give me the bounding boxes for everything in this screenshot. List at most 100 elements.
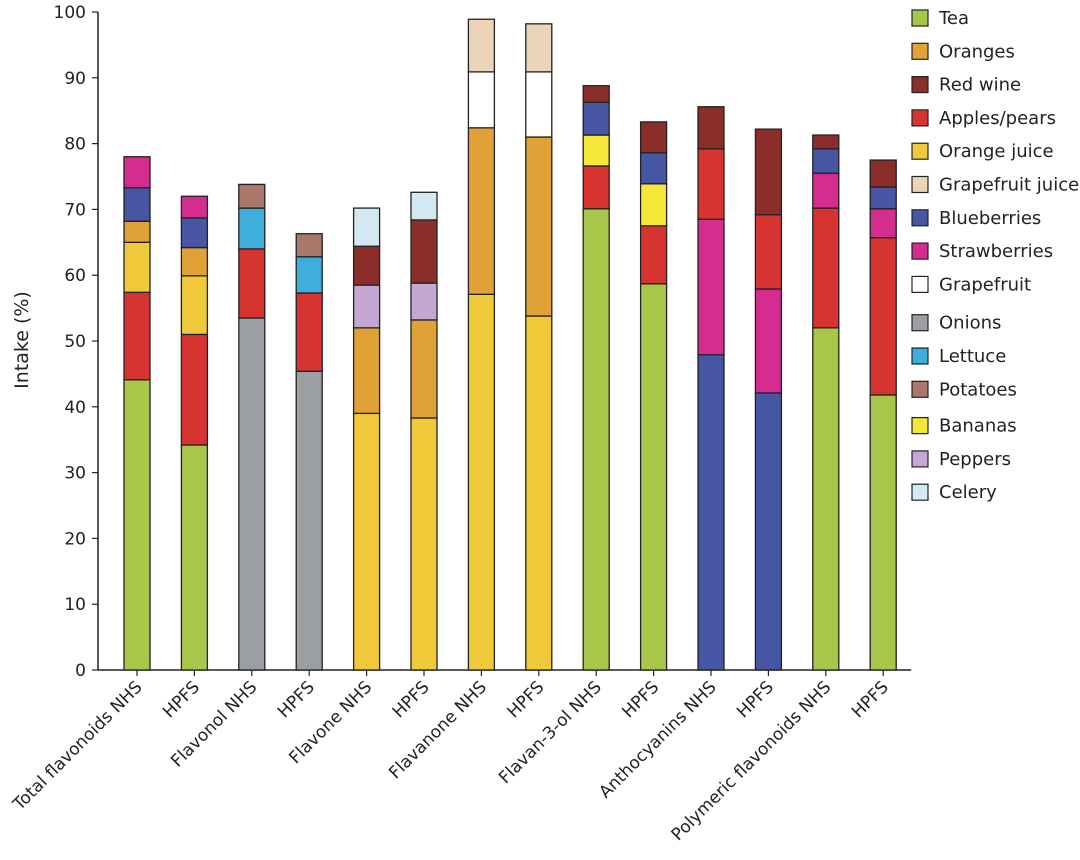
bar-segment-blueberries [869, 186, 897, 210]
y-tick-label: 0 [75, 661, 86, 681]
y-tick-label: 70 [64, 200, 86, 220]
bar-segment-apples-pears [812, 207, 840, 329]
bar-segment-red-wine [869, 159, 897, 188]
bar-segment-apples-pears [123, 291, 151, 381]
bar-segment-red-wine [582, 85, 610, 103]
bar-segment-tea [180, 444, 209, 671]
bar-segment-strawberries [123, 156, 151, 189]
legend-label: Lettuce [939, 346, 1006, 367]
y-tick-label: 90 [64, 69, 86, 89]
bar-segment-potatoes [295, 233, 323, 258]
bar-segment-strawberries [697, 218, 725, 356]
bar-segment-orange-juice [123, 241, 151, 293]
bar-segment-strawberries [869, 208, 897, 239]
legend-swatch [911, 42, 929, 60]
x-tick-label: HPFS [733, 677, 778, 722]
bar-segment-orange-juice [467, 293, 496, 671]
legend-label: Apples/pears [939, 108, 1056, 129]
legend-item: Celery [911, 482, 997, 503]
y-axis-label: Intake (%) [11, 291, 33, 389]
bar-stack [812, 134, 840, 671]
bar-segment-lettuce [238, 207, 266, 250]
legend: Tea Oranges Red wine Apples/pears Orange jui… [911, 8, 1079, 503]
legend-swatch [911, 242, 929, 260]
bar-segment-oranges [352, 327, 381, 415]
bar-segment-apples-pears [697, 148, 725, 220]
bar-segment-grapefruit [525, 71, 553, 138]
bar-stack [180, 195, 209, 671]
legend-item: Bananas [911, 416, 1017, 437]
bar-segment-apples-pears [639, 225, 668, 285]
legend-label: Potatoes [939, 379, 1017, 400]
y-tick-label: 100 [54, 3, 86, 23]
legend-swatch [911, 209, 929, 227]
bar-segment-oranges [180, 246, 209, 277]
bar-segment-red-wine [410, 219, 438, 284]
y-tick-label: 10 [64, 595, 86, 615]
bar-segment-peppers [410, 282, 438, 321]
legend-item: Apples/pears [911, 108, 1056, 129]
bar-segment-orange-juice [180, 275, 209, 336]
bar-segment-grapefruit-juice [467, 18, 496, 73]
bar-segment-apples-pears [180, 333, 209, 446]
bar-stack [123, 156, 151, 671]
bar-stack [467, 18, 496, 671]
bar-segment-red-wine [697, 106, 725, 150]
legend-label: Peppers [939, 449, 1011, 470]
legend-label: Orange juice [939, 141, 1054, 162]
bar-segment-oranges [467, 127, 496, 295]
bar-stack [410, 191, 438, 671]
legend-item: Strawberries [911, 241, 1053, 262]
bar-stack [754, 128, 783, 671]
x-tick-label: HPFS [618, 677, 663, 722]
x-tick-label: Total flavonoids NHS [9, 677, 147, 815]
y-tick-label: 40 [64, 398, 86, 418]
bar-segment-red-wine [754, 128, 783, 216]
legend-label: Bananas [939, 416, 1017, 437]
bar-segment-blueberries [639, 152, 668, 185]
x-tick-label: Flavan-3-ol NHS [495, 677, 606, 788]
legend-label: Strawberries [939, 241, 1053, 262]
bar-segment-oranges [123, 220, 151, 243]
legend-swatch [911, 417, 929, 435]
bar-segment-orange-juice [410, 417, 438, 671]
bar-segment-tea [869, 394, 897, 671]
bar-segment-blueberries [123, 187, 151, 222]
bar-segment-apples-pears [238, 248, 266, 319]
bar-segment-tea [812, 327, 840, 671]
bar-segment-oranges [525, 136, 553, 317]
bar-segment-oranges [410, 319, 438, 419]
bar-segment-onions [238, 317, 266, 671]
axes: 0 10 20 30 40 50 60 70 80 90 100 [54, 3, 912, 681]
bar-segment-grapefruit-juice [525, 23, 553, 73]
bar-stack [697, 106, 725, 671]
bar-segment-red-wine [812, 134, 840, 150]
x-tick-label: Flavanone NHS [385, 677, 491, 783]
bar-segment-red-wine [639, 121, 668, 154]
bar-stack [525, 23, 553, 671]
legend-item: Oranges [911, 41, 1015, 62]
bar-segment-apples-pears [582, 165, 610, 210]
x-tick-label: HPFS [159, 677, 204, 722]
bar-segment-strawberries [812, 172, 840, 209]
x-tick-label: HPFS [504, 677, 549, 722]
legend-label: Grapefruit [939, 274, 1031, 295]
bar-segment-orange-juice [352, 412, 381, 671]
y-tick-label: 60 [64, 266, 86, 286]
bar-segment-red-wine [352, 245, 381, 286]
legend-item: Tea [911, 8, 969, 29]
x-tick-label: HPFS [389, 677, 434, 722]
legend-swatch [911, 450, 929, 468]
legend-swatch [911, 275, 929, 293]
bar-segment-blueberries [180, 217, 209, 249]
legend-swatch [911, 314, 929, 332]
bar-segment-peppers [352, 284, 381, 329]
y-tick-label: 80 [64, 135, 86, 155]
bar-segment-onions [295, 370, 323, 671]
legend-swatch [911, 109, 929, 127]
legend-item: Onions [911, 313, 1001, 334]
bar-segment-blueberries [754, 392, 783, 671]
bar-segment-grapefruit [467, 71, 496, 129]
legend-item: Lettuce [911, 346, 1006, 367]
